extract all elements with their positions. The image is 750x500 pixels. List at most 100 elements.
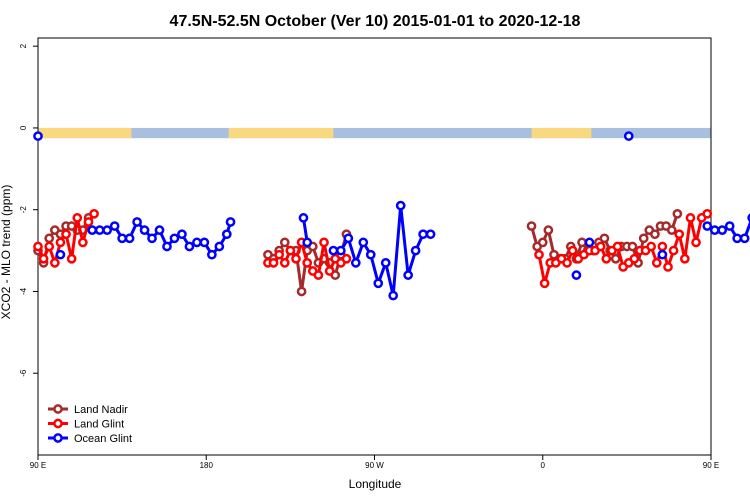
- x-axis-label: Longitude: [349, 477, 402, 491]
- ocean-glint-point: [739, 233, 750, 244]
- ocean-glint-point: [425, 229, 436, 240]
- land-glint-point: [679, 253, 690, 264]
- ocean-glint-point: [214, 241, 225, 252]
- y-tick-label: 2: [19, 43, 28, 48]
- ocean-glint-point: [177, 229, 187, 240]
- ocean-glint-point: [403, 270, 413, 280]
- ocean-glint-point: [109, 221, 120, 231]
- ocean-glint-point: [192, 237, 202, 248]
- ocean-glint-point: [350, 258, 361, 268]
- ocean-glint-point: [117, 233, 127, 244]
- land-glint-point: [319, 237, 329, 248]
- land-nadir-point: [44, 233, 55, 244]
- ocean-glint-point: [623, 131, 634, 141]
- land-nadir-point: [666, 225, 677, 235]
- ocean-glint-point: [169, 233, 180, 244]
- land-glint-point: [83, 217, 94, 227]
- x-tick-label: 0: [541, 461, 546, 470]
- ocean-glint-point: [571, 270, 582, 280]
- ocean-glint-point: [33, 131, 43, 141]
- y-tick-label: 0: [19, 125, 28, 130]
- ocean-glint-point: [584, 237, 595, 248]
- y-tick-label: -2: [19, 206, 28, 214]
- land-glint-point: [291, 253, 301, 264]
- ocean-glint-point: [717, 225, 728, 235]
- land-glint-point: [66, 253, 77, 264]
- ocean-glint-point: [418, 229, 428, 240]
- legend-entry-ocean-glint: Ocean Glint: [48, 433, 132, 445]
- legend-label-land-nadir: Land Nadir: [74, 404, 128, 416]
- ocean-glint-point: [162, 241, 172, 252]
- land-glint-point: [567, 245, 578, 256]
- ocean-glint-point: [55, 249, 66, 260]
- ocean-glint-point: [199, 237, 210, 248]
- ocean-glint-point: [724, 221, 735, 231]
- land-nadir-point: [672, 208, 683, 219]
- y-tick-label: -6: [19, 369, 28, 377]
- land-strip-segment: [531, 127, 592, 139]
- legend-entry-land-nadir: Land Nadir: [48, 404, 128, 416]
- land-nadir-point: [543, 225, 554, 235]
- legend-entry-land-glint: Land Glint: [48, 419, 124, 431]
- land-nadir-point: [279, 237, 290, 248]
- ocean-glint-point: [207, 249, 217, 260]
- ocean-glint-point: [388, 290, 399, 301]
- land-strip-segment: [38, 127, 132, 139]
- land-glint-point: [562, 258, 572, 268]
- land-glint-point: [595, 241, 606, 252]
- land-glint-point: [44, 241, 55, 252]
- land-glint-point: [601, 253, 612, 264]
- land-glint-point: [285, 245, 296, 256]
- ocean-glint-point: [94, 225, 105, 235]
- land-nadir-point: [526, 221, 537, 231]
- x-tick-label: 90 E: [703, 461, 719, 470]
- x-tick-label: 90 W: [365, 461, 384, 470]
- y-axis-label: XCO2 - MLO trend (ppm): [0, 185, 13, 320]
- land-glint-point: [302, 258, 313, 268]
- ocean-glint-point: [87, 225, 98, 235]
- legend-marker-ocean-glint: [53, 433, 63, 443]
- land-glint-point: [324, 266, 335, 276]
- land-glint-point: [651, 258, 662, 268]
- y-tick-label: -4: [19, 287, 28, 295]
- x-tick-label: 90 E: [30, 461, 46, 470]
- land-nadir-point: [638, 233, 649, 244]
- ocean-glint-point: [373, 278, 384, 289]
- ocean-glint-point: [139, 225, 150, 235]
- ocean-glint-point: [380, 258, 391, 268]
- ocean-glint-point: [102, 225, 113, 235]
- land-glint-point: [33, 241, 43, 252]
- land-strip-segment: [228, 127, 334, 139]
- land-glint-point: [78, 237, 88, 248]
- ocean-glint-point: [132, 217, 142, 227]
- x-tick-label: 180: [200, 461, 214, 470]
- ocean-glint-point: [154, 225, 165, 235]
- land-glint-point: [663, 262, 673, 272]
- plot-area: 2 0 -2 -4 -6 90 E 180 90 W 0 90 E Land Nadir Land G…: [19, 37, 750, 470]
- land-glint-point: [61, 229, 71, 240]
- ocean-glint-point: [124, 233, 135, 244]
- land-glint-point: [612, 241, 623, 252]
- land-glint-point: [668, 245, 679, 256]
- land-glint-point: [89, 208, 99, 219]
- land-nadir-point: [577, 237, 587, 248]
- land-nadir-point: [537, 237, 548, 248]
- ocean-glint-point: [343, 233, 354, 244]
- ocean-glint-point: [302, 237, 313, 248]
- legend-marker-land-nadir: [53, 404, 63, 414]
- land-glint-point: [279, 258, 290, 268]
- ocean-glint-point: [298, 213, 309, 223]
- land-glint-point: [49, 258, 60, 268]
- land-glint-point: [646, 241, 657, 252]
- ocean-glint-point: [328, 245, 339, 256]
- ocean-glint-point: [709, 225, 720, 235]
- chart-title: 47.5N-52.5N October (Ver 10) 2015-01-01 …: [170, 13, 581, 30]
- land-glint-point: [341, 253, 352, 264]
- land-nadir-point: [627, 241, 638, 252]
- ocean-glint-point: [410, 245, 421, 256]
- land-glint-point: [539, 278, 550, 289]
- ocean-glint-point: [336, 245, 346, 256]
- land-glint-point: [629, 253, 640, 264]
